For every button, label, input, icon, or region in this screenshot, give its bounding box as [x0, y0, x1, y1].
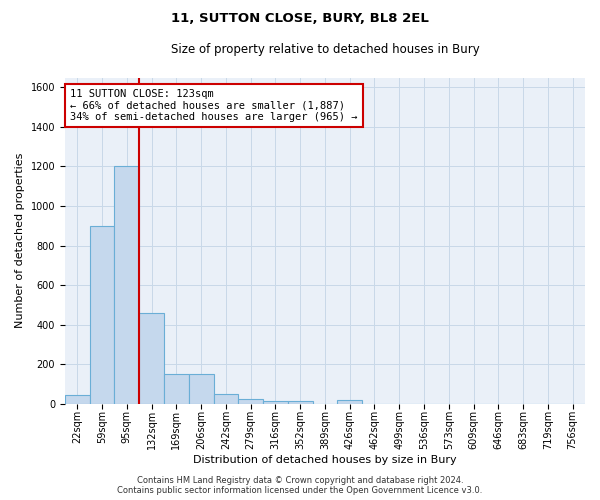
Bar [164, 374, 189, 404]
Bar [263, 401, 288, 404]
X-axis label: Distribution of detached houses by size in Bury: Distribution of detached houses by size … [193, 455, 457, 465]
Bar [238, 399, 263, 404]
Bar [65, 395, 89, 404]
Text: Contains HM Land Registry data © Crown copyright and database right 2024.
Contai: Contains HM Land Registry data © Crown c… [118, 476, 482, 495]
Bar [115, 166, 139, 404]
Bar [288, 401, 313, 404]
Bar [337, 400, 362, 404]
Bar [139, 313, 164, 404]
Title: Size of property relative to detached houses in Bury: Size of property relative to detached ho… [170, 42, 479, 56]
Text: 11, SUTTON CLOSE, BURY, BL8 2EL: 11, SUTTON CLOSE, BURY, BL8 2EL [171, 12, 429, 26]
Y-axis label: Number of detached properties: Number of detached properties [15, 153, 25, 328]
Bar [189, 374, 214, 404]
Bar [89, 226, 115, 404]
Bar [214, 394, 238, 404]
Text: 11 SUTTON CLOSE: 123sqm
← 66% of detached houses are smaller (1,887)
34% of semi: 11 SUTTON CLOSE: 123sqm ← 66% of detache… [70, 89, 358, 122]
